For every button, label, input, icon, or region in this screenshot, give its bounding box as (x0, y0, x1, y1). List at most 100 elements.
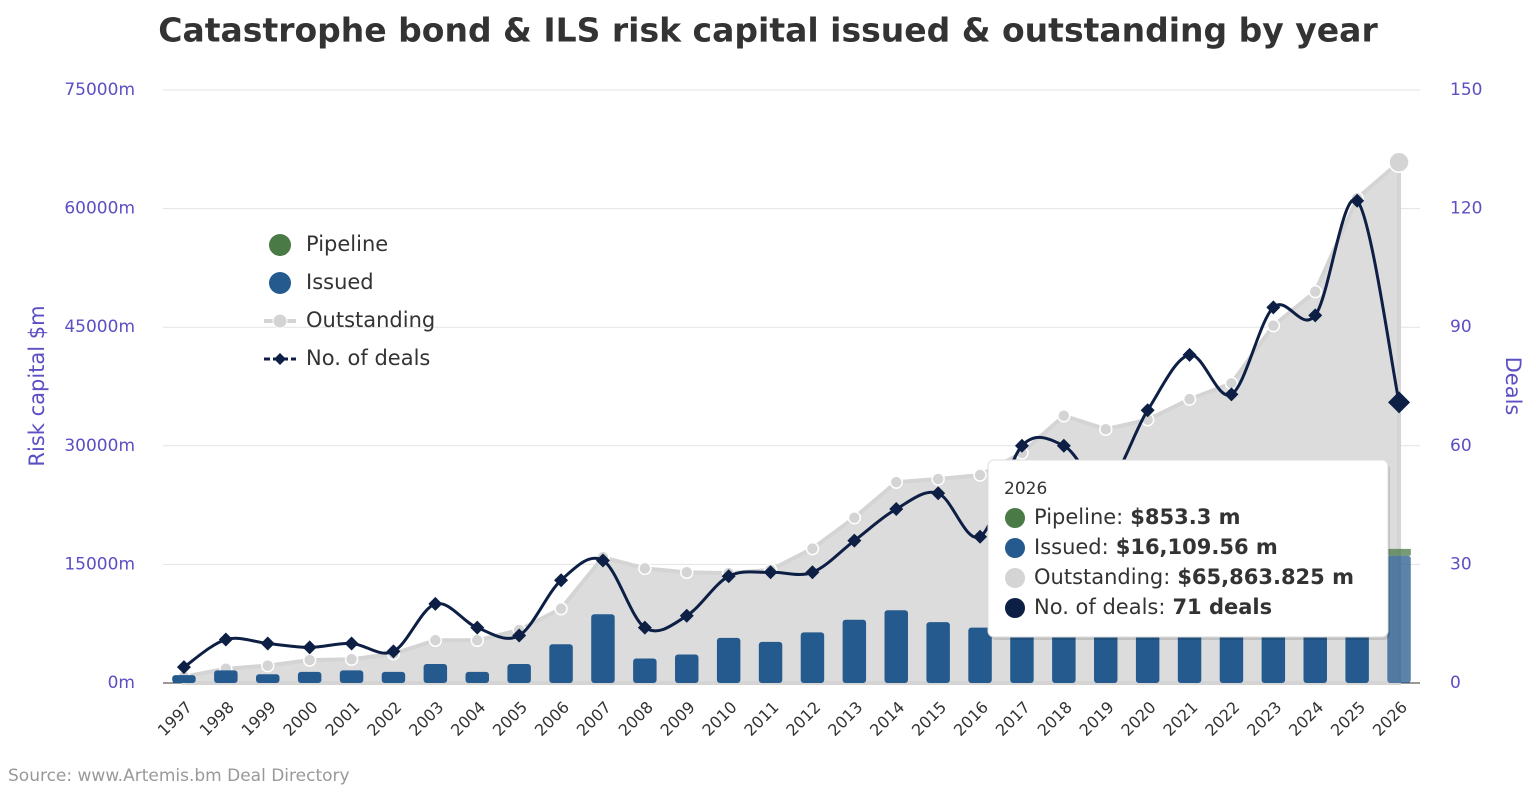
issued-bar (465, 671, 489, 683)
legend-swatch (272, 313, 288, 329)
deals-marker (554, 573, 569, 588)
tooltip-row: No. of deals: 71 deals (1034, 595, 1272, 619)
outstanding-marker (931, 472, 945, 486)
y2-tick-label: 0 (1450, 673, 1461, 693)
deals-marker (679, 608, 694, 623)
deals-marker (1140, 403, 1155, 418)
deals-marker (1014, 438, 1029, 453)
legend-swatch (269, 234, 291, 256)
x-tick-label: 2013 (824, 698, 866, 740)
issued-bar (758, 641, 783, 683)
deals-marker (889, 502, 904, 517)
x-tick-label: 2007 (573, 698, 615, 740)
x-tick-label: 2016 (950, 698, 992, 740)
x-tick-label: 2012 (782, 698, 824, 740)
y2-axis-title: Deals (1501, 357, 1525, 416)
x-tick-label: 2001 (321, 698, 363, 740)
x-tick-label: 1997 (154, 698, 196, 740)
deals-marker (637, 620, 652, 635)
x-tick-label: 2006 (531, 698, 573, 740)
tooltip-swatch (1005, 538, 1025, 558)
tooltip-value: $853.3 m (1130, 505, 1240, 529)
outstanding-marker (805, 541, 820, 556)
outstanding-marker (1308, 284, 1322, 299)
tooltip-value: 71 deals (1172, 595, 1272, 619)
deals-marker (805, 565, 820, 580)
issued-bar (339, 670, 364, 683)
issued-bar (926, 622, 950, 683)
deals-marker (344, 636, 359, 651)
deals-marker (512, 628, 527, 643)
deals-marker (1350, 193, 1365, 208)
deals-marker (1224, 387, 1239, 402)
outstanding-marker (344, 652, 359, 667)
tooltip-swatch (1005, 508, 1025, 528)
deals-marker (1266, 300, 1281, 315)
x-tick-label: 2026 (1369, 698, 1411, 740)
x-tick-label: 2011 (740, 698, 782, 740)
tooltip-label: No. of deals: (1034, 595, 1165, 619)
chart-title: Catastrophe bond & ILS risk capital issu… (158, 11, 1378, 50)
x-tick-label: 2018 (1034, 698, 1076, 740)
source: Source: www.Artemis.bm Deal Directory (8, 766, 350, 786)
deals-marker (428, 596, 443, 611)
x-tick-label: 2002 (363, 698, 405, 740)
y2-tick-label: 150 (1450, 80, 1482, 100)
deals-marker (1056, 438, 1071, 453)
outstanding-marker (1182, 392, 1197, 406)
deals-marker (595, 553, 610, 568)
outstanding-marker (1388, 151, 1410, 173)
tooltip-row: Outstanding: $65,863.825 m (1034, 565, 1354, 589)
x-tick-label: 2000 (279, 698, 321, 740)
outstanding-marker (847, 511, 862, 525)
x-tick-label: 2020 (1117, 698, 1159, 740)
tooltip-title: 2026 (1004, 479, 1047, 499)
deals-marker (721, 569, 736, 584)
deals-marker (847, 533, 862, 548)
issued-bar (381, 671, 406, 683)
y2-tick-label: 120 (1450, 199, 1482, 219)
pipeline-bar (1387, 548, 1411, 556)
deals-marker (302, 640, 317, 655)
deals-marker (973, 529, 988, 544)
issued-bar (968, 627, 992, 683)
issued-bar (256, 674, 280, 683)
issued-bar (675, 654, 699, 683)
x-tick-label: 2004 (447, 698, 489, 740)
deals-marker (218, 632, 233, 647)
outstanding-marker (1099, 422, 1113, 436)
y-tick-label: 60000m (64, 199, 135, 219)
x-tick-label: 2010 (698, 698, 740, 740)
y-tick-label: 45000m (64, 317, 135, 337)
tooltip-row: Issued: $16,109.56 m (1034, 535, 1278, 559)
issued-bar (297, 671, 322, 683)
x-tick-label: 2017 (992, 698, 1034, 740)
issued-bar (423, 664, 448, 683)
x-tick-label: 2005 (489, 698, 531, 740)
issued-bar (884, 610, 908, 683)
outstanding-marker (1266, 318, 1281, 333)
tooltip-value: $16,109.56 m (1116, 535, 1278, 559)
x-tick-label: 2022 (1201, 698, 1243, 740)
legend-swatch (269, 272, 291, 294)
x-tick-label: 2008 (615, 698, 657, 740)
outstanding-marker (973, 468, 987, 482)
x-tick-label: 2024 (1285, 698, 1327, 740)
x-tick-label: 2015 (908, 698, 950, 740)
deals-marker (386, 644, 401, 659)
legend-label: Pipeline (306, 232, 388, 256)
legend-label: Issued (306, 270, 374, 294)
x-tick-label: 1999 (238, 698, 280, 740)
y-axis-title: Risk capital $m (25, 305, 49, 466)
issued-bar (716, 637, 741, 683)
deals-marker (1388, 391, 1411, 414)
deals-marker (1308, 308, 1323, 323)
y2-tick-label: 60 (1450, 436, 1472, 456)
issued-bar (507, 664, 531, 683)
deals-marker (931, 486, 946, 501)
x-tick-label: 2025 (1327, 698, 1369, 740)
issued-bar (842, 619, 867, 683)
x-tick-label: 2023 (1243, 698, 1285, 740)
tooltip-swatch (1005, 568, 1025, 588)
